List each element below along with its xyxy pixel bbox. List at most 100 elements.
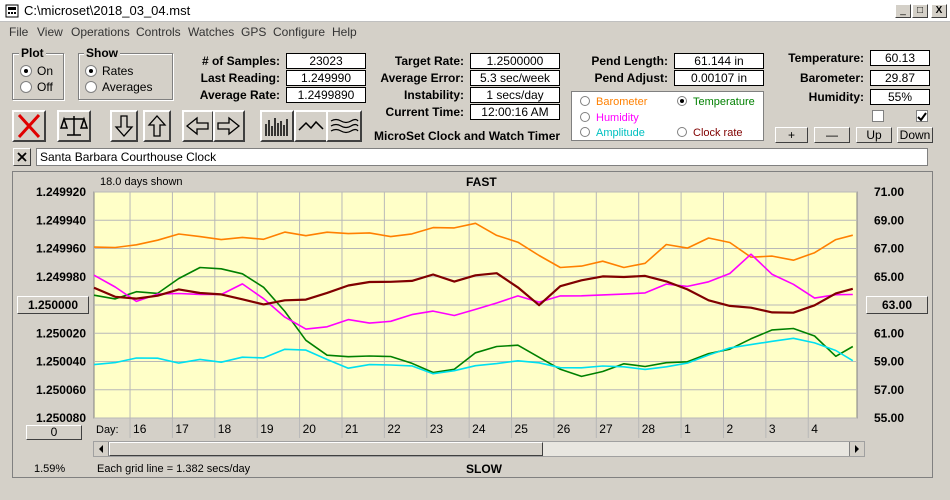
overlay-humidity-label: Humidity [596, 112, 639, 124]
menu-help[interactable]: Help [332, 25, 357, 39]
scroll-left-arrow[interactable] [94, 442, 109, 456]
left-axis-tick-label: 1.249980 [36, 270, 86, 284]
overlay-clock-rate-radio[interactable]: Clock rate [677, 127, 743, 139]
show-averages-radio[interactable]: Averages [85, 80, 152, 94]
x-axis-tick-label: 1 [684, 422, 691, 436]
series-line-4 [93, 272, 854, 314]
minimize-button[interactable]: _ [895, 4, 911, 18]
bar-chart-icon [265, 118, 288, 136]
rate-down-button[interactable] [110, 110, 138, 142]
show-group [78, 53, 173, 100]
menu-configure[interactable]: Configure [273, 25, 326, 39]
scrollbar-thumb[interactable] [109, 442, 543, 456]
wave-icon [298, 120, 324, 131]
overlay-barometer-radio[interactable]: Barometer [580, 96, 647, 108]
left-axis-tick-label: 1.250020 [36, 326, 86, 340]
right-axis-value-button[interactable]: 63.00 [866, 296, 928, 314]
close-clock-button[interactable] [13, 148, 31, 166]
radio-dot [677, 96, 687, 106]
clock-name-input[interactable]: Santa Barbara Courthouse Clock [36, 148, 928, 166]
temperature-value: 60.13 [870, 50, 930, 66]
pend-length-value: 61.144 in [674, 53, 764, 69]
series-line-0 [93, 222, 854, 269]
maximize-button[interactable]: □ [912, 4, 928, 18]
left-axis-tick-label: 1.250040 [36, 355, 86, 369]
overlay-humidity-radio[interactable]: Humidity [580, 112, 639, 124]
right-arrow-icon [217, 116, 241, 136]
multi-wave-icon [330, 118, 359, 134]
right-checkbox[interactable] [916, 110, 928, 122]
rate-up-button[interactable] [143, 110, 171, 142]
left-checkbox[interactable] [872, 110, 884, 122]
multi-wave-button[interactable] [326, 110, 362, 142]
right-axis-tick-label: 65.00 [874, 270, 904, 284]
horizontal-scrollbar[interactable] [93, 441, 865, 457]
current-time-value: 12:00:16 AM [470, 104, 560, 120]
left-axis-value-button[interactable]: 1.250000 [17, 296, 89, 314]
x-axis-tick-label: 4 [811, 422, 818, 436]
left-axis-tick-label: 1.249940 [36, 213, 86, 227]
title-bar: C:\microset\2018_03_04.mst _ □ X [0, 0, 950, 22]
overlay-amplitude-radio[interactable]: Amplitude [580, 127, 645, 139]
stop-icon [17, 113, 41, 139]
x-axis-tick-label: 27 [599, 422, 613, 436]
radio-dot [580, 127, 590, 137]
radio-dot [20, 65, 32, 77]
radio-dot [580, 112, 590, 122]
series-line-3 [93, 337, 854, 375]
pend-length-label: Pend Length: [591, 54, 668, 68]
stop-button[interactable] [12, 110, 46, 142]
x-axis-tick-label: 17 [175, 422, 189, 436]
show-averages-label: Averages [102, 80, 153, 94]
right-axis-tick-label: 57.00 [874, 383, 904, 397]
close-button[interactable]: X [931, 4, 947, 18]
x-axis-tick-label: 16 [133, 422, 147, 436]
plot-on-label: On [37, 64, 54, 78]
plot-group-title: Plot [19, 46, 46, 60]
overlay-options-panel: Barometer Temperature Humidity Amplitude… [571, 91, 764, 141]
zero-button[interactable]: 0 [26, 425, 82, 440]
scroll-right-button[interactable] [213, 110, 245, 142]
slow-label: SLOW [466, 462, 502, 476]
scale-down-button[interactable]: Down [897, 127, 933, 143]
x-axis-tick-label: 22 [387, 422, 401, 436]
balance-button[interactable] [57, 110, 91, 142]
x-axis-tick-label: 20 [303, 422, 317, 436]
bar-chart-button[interactable] [260, 110, 294, 142]
plot-off-radio[interactable]: Off [20, 80, 53, 94]
x-axis-tick-label: 19 [260, 422, 274, 436]
menu-controls[interactable]: Controls [136, 25, 181, 39]
x-axis-tick-label: 2 [726, 422, 733, 436]
window-title: C:\microset\2018_03_04.mst [24, 3, 191, 18]
plot-off-label: Off [37, 80, 53, 94]
grid-note: Each grid line = 1.382 secs/day [97, 463, 251, 475]
menu-operations[interactable]: Operations [71, 25, 130, 39]
menu-view[interactable]: View [37, 25, 63, 39]
day-axis-label: Day: [96, 424, 119, 436]
humidity-label: Humidity: [808, 90, 864, 104]
humidity-value: 55% [870, 89, 930, 105]
pend-adjust-label: Pend Adjust: [594, 71, 668, 85]
show-group-title: Show [84, 46, 120, 60]
scroll-right-arrow[interactable] [849, 442, 864, 456]
scale-up-button[interactable]: Up [856, 127, 892, 143]
overlay-barometer-label: Barometer [596, 96, 648, 108]
left-axis-tick-label: 1.250080 [36, 411, 86, 425]
app-icon [5, 4, 19, 18]
scale-minus-button[interactable]: — [814, 127, 850, 143]
show-rates-radio[interactable]: Rates [85, 64, 133, 78]
app-subtitle: MicroSet Clock and Watch Timer [374, 129, 561, 143]
overlay-temperature-label: Temperature [693, 96, 755, 108]
radio-dot [677, 127, 687, 137]
scale-plus-button[interactable]: + [775, 127, 808, 143]
right-axis-tick-label: 69.00 [874, 213, 904, 227]
menu-watches[interactable]: Watches [188, 25, 235, 39]
average-error-label: Average Error: [380, 71, 464, 85]
overlay-temperature-radio[interactable]: Temperature [677, 96, 755, 108]
menu-file[interactable]: File [9, 25, 29, 39]
plot-on-radio[interactable]: On [20, 64, 53, 78]
days-shown-label: 18.0 days shown [100, 176, 183, 188]
samples-value: 23023 [286, 53, 366, 69]
menu-gps[interactable]: GPS [241, 25, 267, 39]
